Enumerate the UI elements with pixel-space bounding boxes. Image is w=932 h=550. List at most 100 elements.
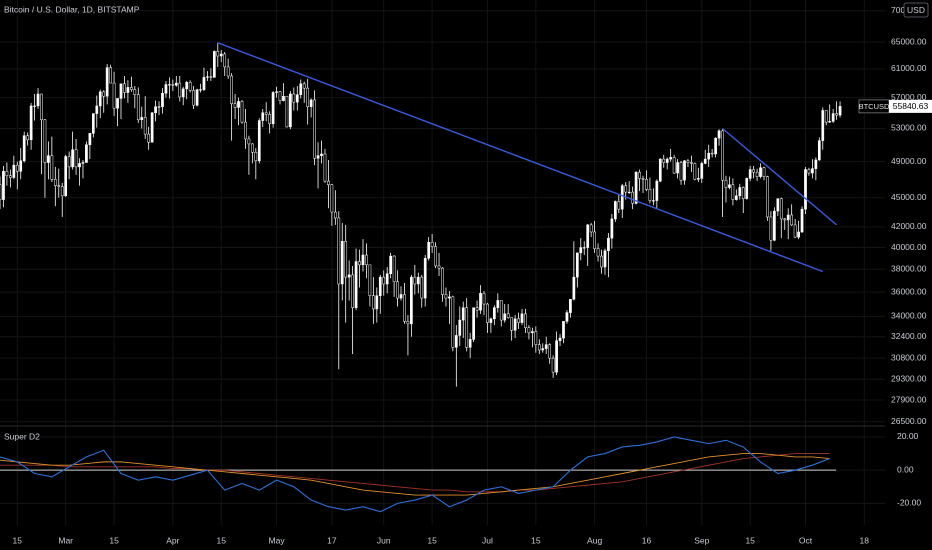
- candle-body: [766, 176, 769, 218]
- symbol-label: BTCUSD: [859, 102, 890, 111]
- candle-body: [19, 160, 23, 172]
- candle-body: [710, 152, 714, 155]
- candle-body: [624, 185, 628, 193]
- x-tick-label: Sep: [694, 535, 709, 545]
- candle-body: [358, 261, 361, 266]
- candle-body: [112, 82, 116, 109]
- candle-body: [700, 163, 704, 179]
- candle-body: [88, 133, 92, 146]
- candle-body: [638, 171, 641, 179]
- candle-body: [537, 344, 541, 351]
- y-tick-label: 0.00: [897, 464, 914, 474]
- indicator-title: Super D2: [4, 431, 40, 441]
- candle-body: [461, 307, 465, 321]
- candle-body: [817, 140, 821, 161]
- candle-body: [223, 53, 227, 68]
- candle-body: [406, 321, 410, 325]
- candle-body: [610, 218, 614, 239]
- candle-body: [12, 164, 16, 178]
- candle-body: [575, 252, 579, 278]
- y-tick-label: 42000.00: [891, 221, 927, 231]
- candle-body: [672, 157, 676, 174]
- candle-body: [389, 255, 392, 274]
- candle-body: [793, 224, 797, 238]
- candle-body: [752, 169, 755, 173]
- candle-body: [596, 248, 600, 257]
- candle-body: [655, 180, 659, 201]
- x-tick-label: Aug: [587, 535, 602, 545]
- candle-body: [78, 163, 81, 168]
- candle-body: [773, 210, 776, 241]
- candle-body: [378, 276, 382, 296]
- candle-body: [441, 267, 444, 295]
- candle-body: [71, 149, 74, 168]
- candle-body: [278, 91, 282, 101]
- candle-body: [520, 313, 524, 323]
- y-tick-label: 65000.00: [891, 36, 927, 46]
- y-tick-label: 45000.00: [891, 192, 927, 202]
- y-tick-label: 53000.00: [891, 123, 927, 133]
- y-tick-label: 26500.00: [891, 416, 927, 426]
- candle-body: [226, 66, 230, 77]
- candle-body: [244, 121, 247, 140]
- candle-body: [665, 158, 669, 163]
- x-tick-label: Jul: [482, 535, 493, 545]
- candle-body: [779, 198, 783, 220]
- candle-body: [212, 51, 216, 78]
- candle-body: [627, 191, 631, 193]
- x-tick-label: 15: [745, 535, 755, 545]
- candle-body: [299, 83, 303, 95]
- currency-label[interactable]: USD: [907, 5, 925, 15]
- candle-body: [482, 293, 486, 305]
- candle-body: [347, 274, 351, 278]
- y-tick-label: 34000.00: [891, 311, 927, 321]
- candle-body: [9, 175, 12, 178]
- candle-body: [340, 241, 344, 285]
- candle-body: [831, 113, 835, 122]
- candle-body: [40, 93, 43, 121]
- candle-body: [696, 178, 700, 180]
- candle-body: [0, 184, 2, 200]
- candle-body: [164, 84, 168, 94]
- candle-body: [748, 169, 752, 179]
- candle-body: [185, 82, 189, 90]
- candle-body: [254, 152, 258, 162]
- candle-body: [285, 95, 289, 128]
- candle-body: [64, 156, 68, 197]
- candle-body: [544, 344, 548, 349]
- candle-body: [333, 211, 337, 219]
- candle-body: [313, 99, 316, 159]
- candle-body: [762, 167, 766, 177]
- candle-body: [206, 76, 209, 78]
- candle-body: [569, 299, 572, 313]
- candle-body: [786, 214, 790, 221]
- candle-body: [479, 293, 482, 311]
- x-tick-label: 15: [217, 535, 227, 545]
- candle-body: [316, 155, 320, 159]
- candle-body: [240, 101, 244, 123]
- candle-body: [81, 162, 85, 164]
- candle-body: [95, 105, 99, 114]
- x-tick-label: 15: [531, 535, 541, 545]
- candle-body: [2, 171, 5, 200]
- y-tick-label: 36000.00: [891, 286, 927, 296]
- candle-body: [375, 295, 379, 310]
- candle-body: [790, 214, 794, 226]
- candle-body: [382, 276, 386, 285]
- y-tick-label: 30800.00: [891, 352, 927, 362]
- candle-body: [738, 187, 742, 197]
- x-tick-label: Oct: [799, 535, 813, 545]
- candle-body: [289, 93, 292, 128]
- currency-box[interactable]: [903, 2, 929, 18]
- indicator-line: [0, 453, 830, 493]
- candle-body: [499, 300, 503, 321]
- candle-body: [658, 158, 662, 182]
- candle-body: [472, 307, 475, 340]
- candle-body: [579, 247, 583, 254]
- candle-body: [835, 113, 838, 116]
- chart-title: Bitcoin / U.S. Dollar, 1D, BITSTAMP: [4, 4, 140, 14]
- plot-area: [0, 42, 842, 513]
- candle-body: [724, 179, 728, 188]
- candle-body: [513, 318, 517, 331]
